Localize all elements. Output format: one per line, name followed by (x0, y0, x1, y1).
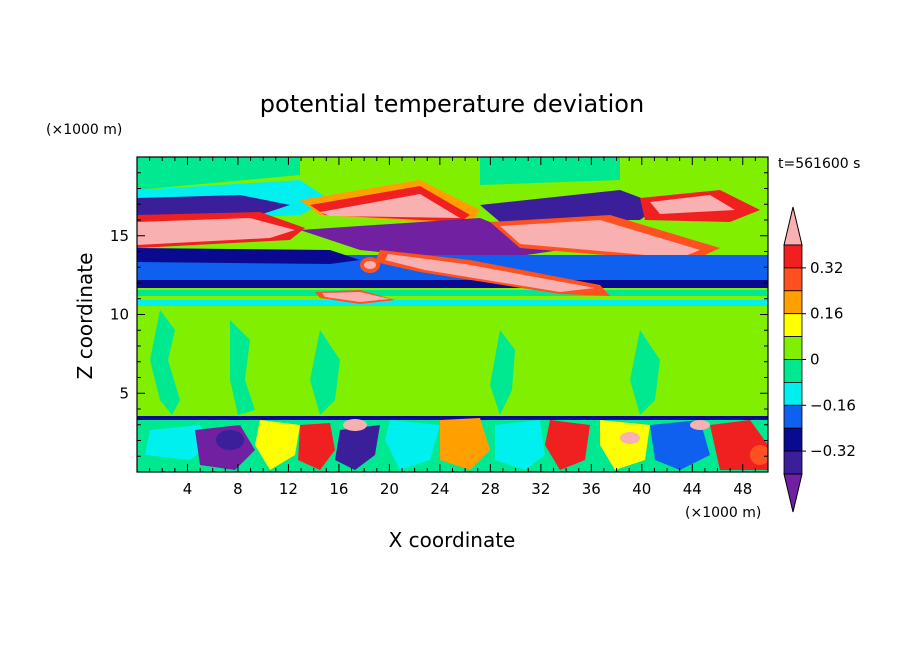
x-unit-label: (×1000 m) (685, 505, 761, 521)
x-tick-label: 36 (582, 480, 601, 498)
field-pos-cell (750, 445, 768, 465)
x-axis-label: X coordinate (389, 528, 516, 552)
field-turbulent-cell (385, 420, 440, 470)
field-boundary-top (137, 416, 768, 420)
colorbar-swatch (783, 359, 803, 383)
colorbar: 0.32 0.16 0 −0.16 −0.32 (783, 206, 856, 513)
colorbar-swatch (783, 290, 803, 315)
field-crest-pink (320, 194, 460, 218)
field-turbulent-cell (495, 420, 545, 470)
x-tick-label: 28 (481, 480, 500, 498)
field-turbulent-cell (440, 418, 490, 470)
colorbar-swatch (783, 404, 803, 429)
colorbar-swatch (783, 313, 803, 338)
colorbar-tick-label: −0.16 (810, 396, 856, 414)
x-tick-label: 48 (733, 480, 752, 498)
field-streak (150, 310, 180, 415)
x-tick-label: 20 (380, 480, 399, 498)
field-turbulent-cell (298, 423, 335, 470)
field-turbulent-cell (600, 420, 650, 470)
field-turbulent-cell (255, 420, 300, 470)
field-neg-core-left (137, 248, 360, 264)
colorbar-swatch (783, 244, 803, 269)
colorbar-swatch (783, 336, 803, 360)
colorbar-tick-label: 0.32 (810, 259, 843, 277)
x-tick-label: 40 (632, 480, 651, 498)
y-tick-label: 5 (119, 384, 129, 402)
field-top-band (480, 157, 620, 185)
y-tick-label: 10 (110, 306, 129, 324)
field-upper-purple-right (480, 190, 660, 222)
field-turbulent-cell (145, 425, 210, 460)
colorbar-swatch (783, 381, 803, 406)
colorbar-tick-label: 0 (810, 351, 820, 369)
field-upper-pink (137, 218, 295, 245)
colorbar-swatch (783, 427, 803, 452)
field-streak (490, 330, 515, 415)
field-pos-streak-inner (385, 254, 595, 292)
time-label: t=561600 s (778, 156, 860, 172)
field-turbulent-cell (335, 425, 380, 470)
field-band-mid-cyan (137, 300, 768, 306)
colorbar-swatch (783, 450, 803, 475)
field-pos-low-streak-core (322, 292, 390, 302)
field-band-mid (137, 290, 768, 296)
y-tick-label: 15 (110, 227, 129, 245)
field-pos-cell (620, 432, 640, 444)
field-upper-pink-right (650, 195, 735, 214)
colorbar-tick-label: 0.16 (810, 305, 843, 323)
x-tick-label: 32 (531, 480, 550, 498)
x-tick-label: 16 (329, 480, 348, 498)
field-trough-violet (300, 218, 560, 262)
colorbar-extend-min (783, 473, 803, 513)
field-neg-cell (216, 430, 244, 450)
field-pos-blob-core (364, 261, 376, 269)
field-turbulent-cell (545, 420, 590, 470)
field-pos-band-inner (500, 220, 700, 258)
field-pos-cell (690, 420, 710, 430)
field-streak (230, 320, 255, 415)
field-top-band (137, 157, 300, 190)
colorbar-extend-max (783, 206, 803, 246)
x-tick-label: 44 (683, 480, 702, 498)
y-unit-label: (×1000 m) (46, 122, 122, 138)
x-tick-label: 8 (233, 480, 243, 498)
y-axis-label: Z coordinate (73, 253, 97, 380)
colorbar-swatch (783, 267, 803, 292)
colorbar-tick-label: −0.32 (810, 442, 856, 460)
field-neg-core (137, 280, 768, 288)
field-streak (310, 330, 340, 415)
field-turbulent-cell (650, 420, 710, 470)
x-tick-label: 24 (430, 480, 449, 498)
heatmap-field (137, 157, 768, 472)
chart-title: potential temperature deviation (260, 90, 644, 118)
x-tick-label: 12 (279, 480, 298, 498)
x-tick-label: 4 (183, 480, 193, 498)
field-streak (630, 330, 660, 415)
field-pos-cell (343, 419, 367, 431)
